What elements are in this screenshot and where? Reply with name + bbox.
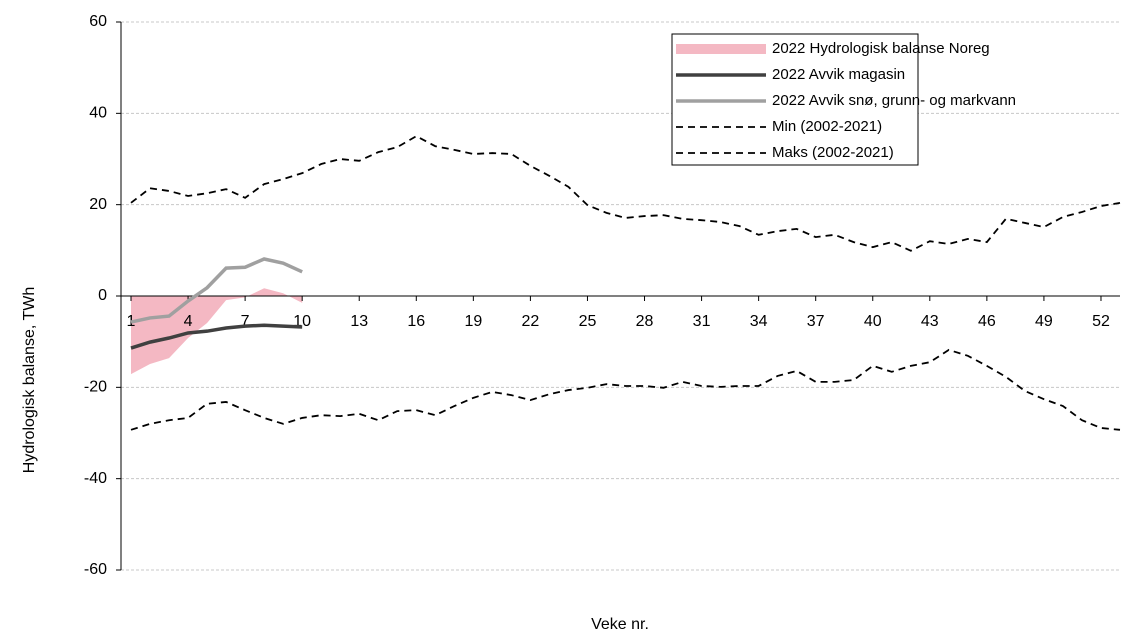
line	[130, 323, 303, 350]
x-tick-label: 43	[921, 313, 939, 330]
x-tick-label: 19	[464, 313, 482, 330]
x-tick-label: 40	[864, 313, 882, 330]
x-tick-label: 37	[807, 313, 825, 330]
y-tick-label: 20	[89, 196, 107, 213]
x-tick-label: 52	[1092, 313, 1110, 330]
x-tick-label: 49	[1035, 313, 1053, 330]
legend-label: Min (2002-2021)	[772, 118, 882, 135]
x-tick-label: 28	[636, 313, 654, 330]
x-axis-label: Veke nr.	[591, 616, 649, 633]
y-tick-label: -20	[84, 379, 107, 396]
y-tick-label: -60	[84, 561, 107, 578]
legend-label: 2022 Avvik magasin	[772, 66, 905, 83]
y-tick-label: 0	[98, 287, 107, 304]
legend-label: 2022 Avvik snø, grunn- og markvann	[772, 92, 1016, 109]
x-tick-label: 34	[750, 313, 768, 330]
x-tick-label: 31	[693, 313, 711, 330]
y-tick-label: -40	[84, 470, 107, 487]
line	[130, 135, 1121, 252]
x-tick-label: 13	[350, 313, 368, 330]
y-axis-label: Hydrologisk balanse, TWh	[21, 287, 38, 473]
legend-label: 2022 Hydrologisk balanse Noreg	[772, 40, 990, 57]
x-tick-label: 16	[407, 313, 425, 330]
y-tick-label: 40	[89, 105, 107, 122]
area	[131, 288, 303, 375]
x-tick-label: 4	[184, 313, 193, 330]
x-tick-label: 7	[241, 313, 250, 330]
legend-label: Maks (2002-2021)	[772, 144, 894, 161]
line	[130, 348, 1121, 431]
x-tick-label: 46	[978, 313, 996, 330]
line	[130, 257, 303, 324]
y-tick-label: 60	[89, 13, 107, 30]
x-tick-label: 25	[579, 313, 597, 330]
legend-swatch	[676, 44, 766, 54]
x-tick-label: 22	[522, 313, 540, 330]
